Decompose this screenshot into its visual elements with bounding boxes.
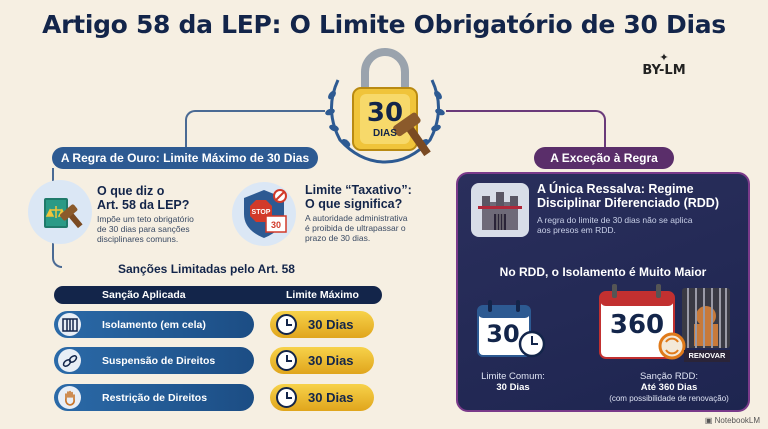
sanctions-title: Sanções Limitadas pelo Art. 58 — [118, 262, 295, 276]
connector-right — [446, 110, 606, 148]
law-book-icon — [28, 180, 92, 244]
art58-question-text: Impõe um teto obrigatório de 30 dias par… — [97, 214, 194, 244]
sanctions-table-header: Sanção Aplicada Limite Máximo — [54, 286, 382, 304]
rdd-sanction-caption: Sanção RDD: Até 360 Dias (com possibilid… — [609, 371, 729, 403]
sign-number: 30 — [271, 220, 281, 230]
padlock-badge: 30 DIAS — [320, 40, 450, 168]
clock-icon — [276, 350, 297, 371]
table-row-limit: 30 Dias — [270, 384, 374, 411]
calendar-360-number: 360 — [609, 310, 665, 340]
jail-icon — [58, 313, 81, 336]
brand-name: BY-LM — [642, 63, 686, 78]
taxativo-title: Limite “Taxativo”: O que significa? — [305, 183, 412, 211]
exception-header: A Exceção à Regra — [534, 147, 674, 169]
cat-icon: ✦ — [659, 51, 669, 64]
broken-chain-icon — [58, 349, 81, 372]
renew-label: RENOVAR — [688, 351, 726, 360]
clock-icon — [276, 314, 297, 335]
table-row-sanction: Suspensão de Direitos — [54, 347, 254, 374]
col-limit-header: Limite Máximo — [286, 289, 359, 301]
table-row-sanction: Restrição de Direitos — [54, 384, 254, 411]
clock-icon — [276, 387, 297, 408]
footer-notebooklm: ▣ NotebookLM — [704, 416, 760, 425]
stop-shield-icon: STOP 30 — [232, 182, 296, 246]
badge-unit: DIAS — [373, 128, 397, 139]
rdd-text: A regra do limite de 30 dias não se apli… — [537, 215, 693, 235]
table-row-limit: 30 Dias — [270, 347, 374, 374]
prison-icon — [471, 183, 529, 237]
taxativo-text: A autoridade administrativa é proibida d… — [305, 213, 408, 243]
badge-number: 30 — [366, 98, 404, 128]
table-row-limit: 30 Dias — [270, 311, 374, 338]
calendar-360-icon: 360 RENOVAR — [596, 282, 736, 366]
connector-left — [185, 110, 325, 148]
common-limit-caption: Limite Comum: 30 Dias — [481, 371, 545, 393]
calendar-30-icon: 30 — [474, 298, 546, 362]
col-sanction-header: Sanção Aplicada — [102, 289, 186, 301]
calendar-30-number: 30 — [486, 320, 520, 348]
rdd-title: A Única Ressalva: Regime Disciplinar Dif… — [537, 182, 719, 210]
hand-stop-icon — [58, 386, 81, 409]
rule-header: A Regra de Ouro: Limite Máximo de 30 Dia… — [52, 147, 318, 169]
brand-logo: ✦ BY-LM — [628, 52, 700, 78]
art58-question-title: O que diz o Art. 58 da LEP? — [97, 184, 190, 212]
rdd-subtitle: No RDD, o Isolamento é Muito Maior — [499, 265, 707, 279]
table-row-sanction: Isolamento (em cela) — [54, 311, 254, 338]
stop-text: STOP — [252, 209, 271, 216]
padlock-icon — [325, 48, 445, 164]
page-title: Artigo 58 da LEP: O Limite Obrigatório d… — [42, 10, 726, 39]
